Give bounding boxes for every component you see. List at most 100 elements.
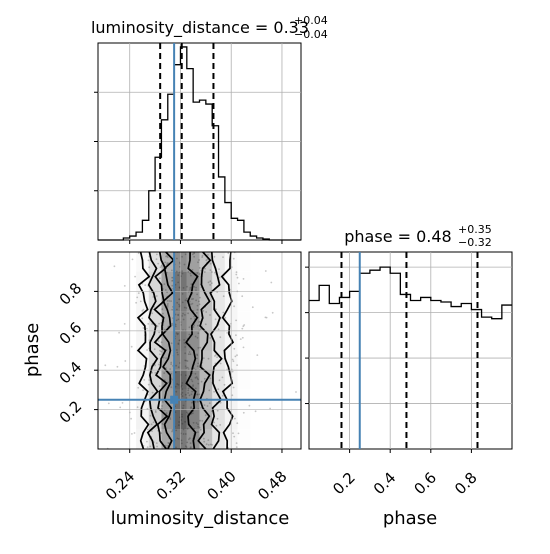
p2-sample-point: [196, 308, 199, 311]
p2-sample-point: [201, 254, 204, 257]
p2-sample-point: [264, 316, 267, 319]
p2-sample-point: [189, 442, 192, 445]
p2-sample-point: [194, 376, 197, 379]
p2-sample-point: [162, 401, 164, 403]
p2-ytick-label-3: 0.8: [56, 279, 86, 309]
p2-sample-point: [199, 346, 202, 349]
p2-sample-point: [151, 323, 154, 325]
p2-sample-point: [170, 361, 173, 364]
p2-sample-point: [166, 300, 169, 302]
p2-sample-point: [214, 271, 216, 274]
p2-sample-point: [191, 390, 194, 393]
p2-sample-point: [241, 336, 244, 339]
p2-sample-point: [189, 353, 192, 356]
p2-sample-point: [211, 282, 213, 284]
p2-sample-point: [146, 428, 149, 431]
p2-sample-point: [163, 328, 166, 331]
p2-sample-point: [191, 269, 194, 271]
p2-sample-point: [203, 377, 206, 380]
p2-sample-point: [107, 402, 110, 405]
p2-sample-point: [207, 254, 209, 256]
phase-marginal-panel: 0.2 0.4 0.6 0.8 phase = 0.48 +0.35 −0.32 ph…: [305, 223, 513, 529]
p1-title-sub: −0.04: [294, 28, 328, 41]
p2-sample-point: [167, 381, 170, 384]
p2-sample-point: [235, 334, 237, 337]
p2-sample-point: [233, 347, 236, 350]
p2-sample-point: [222, 295, 225, 298]
p2-sample-point: [184, 253, 187, 256]
p2-density-cell: [238, 331, 251, 351]
p2-sample-point: [156, 445, 159, 448]
p2-sample-point: [242, 278, 245, 280]
p2-sample-point: [269, 407, 271, 410]
p2-sample-point: [207, 281, 210, 284]
p2-sample-point: [183, 263, 186, 266]
p2-sample-point: [150, 423, 153, 426]
p2-density-cell: [238, 311, 251, 331]
p2-density-cell: [238, 252, 251, 272]
p2-density-cell: [136, 331, 149, 351]
p2-density-cell: [238, 272, 251, 292]
p2-sample-point: [193, 315, 196, 318]
p2-sample-point: [216, 417, 219, 420]
p2-sample-point: [188, 333, 191, 336]
p2-sample-point: [214, 318, 217, 321]
p1-title-label: luminosity_distance = 0.33: [91, 18, 309, 38]
p2-sample-point: [171, 429, 174, 431]
p1-title: luminosity_distance = 0.33: [91, 18, 309, 38]
p2-sample-point: [160, 432, 163, 434]
p2-sample-point: [195, 286, 198, 289]
p2-sample-point: [188, 351, 191, 353]
p2-sample-point: [181, 255, 184, 258]
p2-sample-point: [191, 401, 193, 404]
p2-sample-point: [198, 273, 201, 275]
p2-density-cell: [186, 330, 200, 351]
p3-xlabel: phase: [383, 508, 437, 529]
p2-sample-point: [198, 259, 201, 261]
p2-sample-point: [232, 360, 235, 363]
p2-density-cell: [136, 370, 149, 390]
p1-histogram-step: [98, 46, 301, 241]
p2-sample-point: [235, 446, 238, 448]
p2-sample-point: [139, 300, 142, 303]
p2-density-cell: [186, 271, 200, 292]
p2-density-cell: [148, 350, 162, 371]
p2-sample-point: [222, 311, 225, 314]
p2-sample-point: [201, 256, 204, 258]
p2-sample-point: [235, 442, 238, 444]
p2-sample-point: [235, 271, 238, 273]
p2-sample-point: [146, 440, 148, 443]
p2-sample-point: [104, 364, 107, 367]
p2-sample-point: [209, 269, 212, 271]
p2-sample-point: [242, 325, 245, 328]
p2-density-cell: [212, 330, 225, 351]
p2-sample-point: [200, 328, 202, 331]
p2-xtick-label-3: 0.48: [254, 467, 290, 503]
p2-sample-point: [187, 387, 190, 390]
p2-sample-point: [136, 296, 139, 299]
p2-sample-point: [234, 417, 236, 420]
p2-sample-point: [213, 421, 215, 424]
p2-xtick-label-2: 0.40: [204, 467, 240, 503]
p2-sample-point: [198, 321, 201, 323]
p2-sample-point: [216, 409, 219, 412]
p2-sample-point: [201, 420, 204, 422]
p2-density-cell: [212, 291, 225, 312]
p2-sample-point: [207, 444, 210, 446]
p2-sample-point: [184, 314, 186, 316]
p2-sample-point: [151, 312, 154, 315]
p2-density-cell: [148, 311, 162, 331]
p2-sample-point: [134, 275, 137, 278]
p2-density-cell: [161, 291, 175, 312]
p2-sample-point: [197, 261, 199, 264]
p2-sample-point: [242, 411, 245, 414]
p2-sample-point: [190, 283, 193, 286]
p2-sample-point: [147, 259, 150, 262]
p2-grid: [98, 252, 301, 449]
p2-sample-point: [171, 322, 174, 325]
p2-density-cell: [199, 429, 213, 449]
p2-sample-point: [177, 318, 180, 321]
p2-sample-point: [189, 288, 192, 290]
p2-sample-point: [197, 382, 200, 385]
